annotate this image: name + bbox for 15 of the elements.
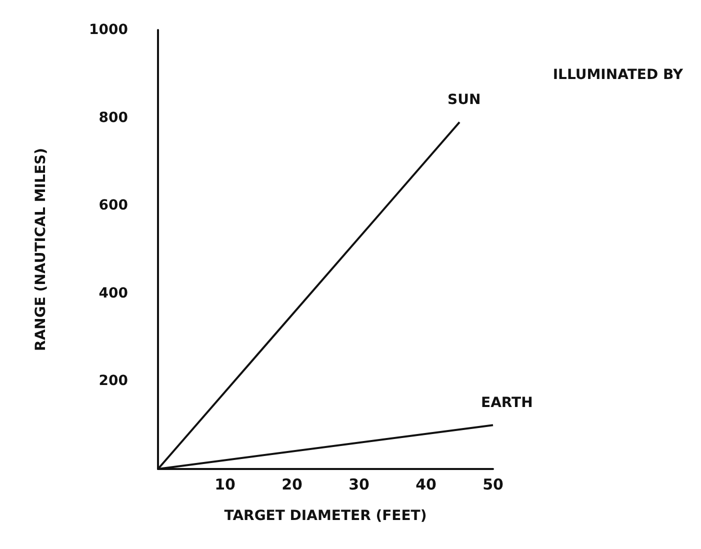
series-label: EARTH: [481, 395, 533, 412]
y-tick-label: 200: [98, 373, 128, 390]
x-tick-label: 50: [482, 476, 504, 494]
text: ILLUMINATED BY: [552, 67, 684, 83]
y-tick-label: 400: [98, 285, 128, 302]
y-tick-label: 1000: [89, 22, 128, 38]
x-tick-label: 30: [348, 476, 370, 494]
x-tick-label: 20: [282, 476, 302, 494]
x-tick-label: 40: [416, 476, 436, 494]
y-tick-label: 600: [98, 198, 128, 214]
series-label: SUN: [448, 92, 481, 108]
y-tick-label: 800: [98, 110, 128, 126]
x-axis-title: TARGET DIAMETER (FEET): [224, 508, 427, 524]
x-tick-label: 10: [214, 476, 236, 494]
y-axis-title: RANGE (NAUTICAL MILES): [33, 148, 49, 351]
